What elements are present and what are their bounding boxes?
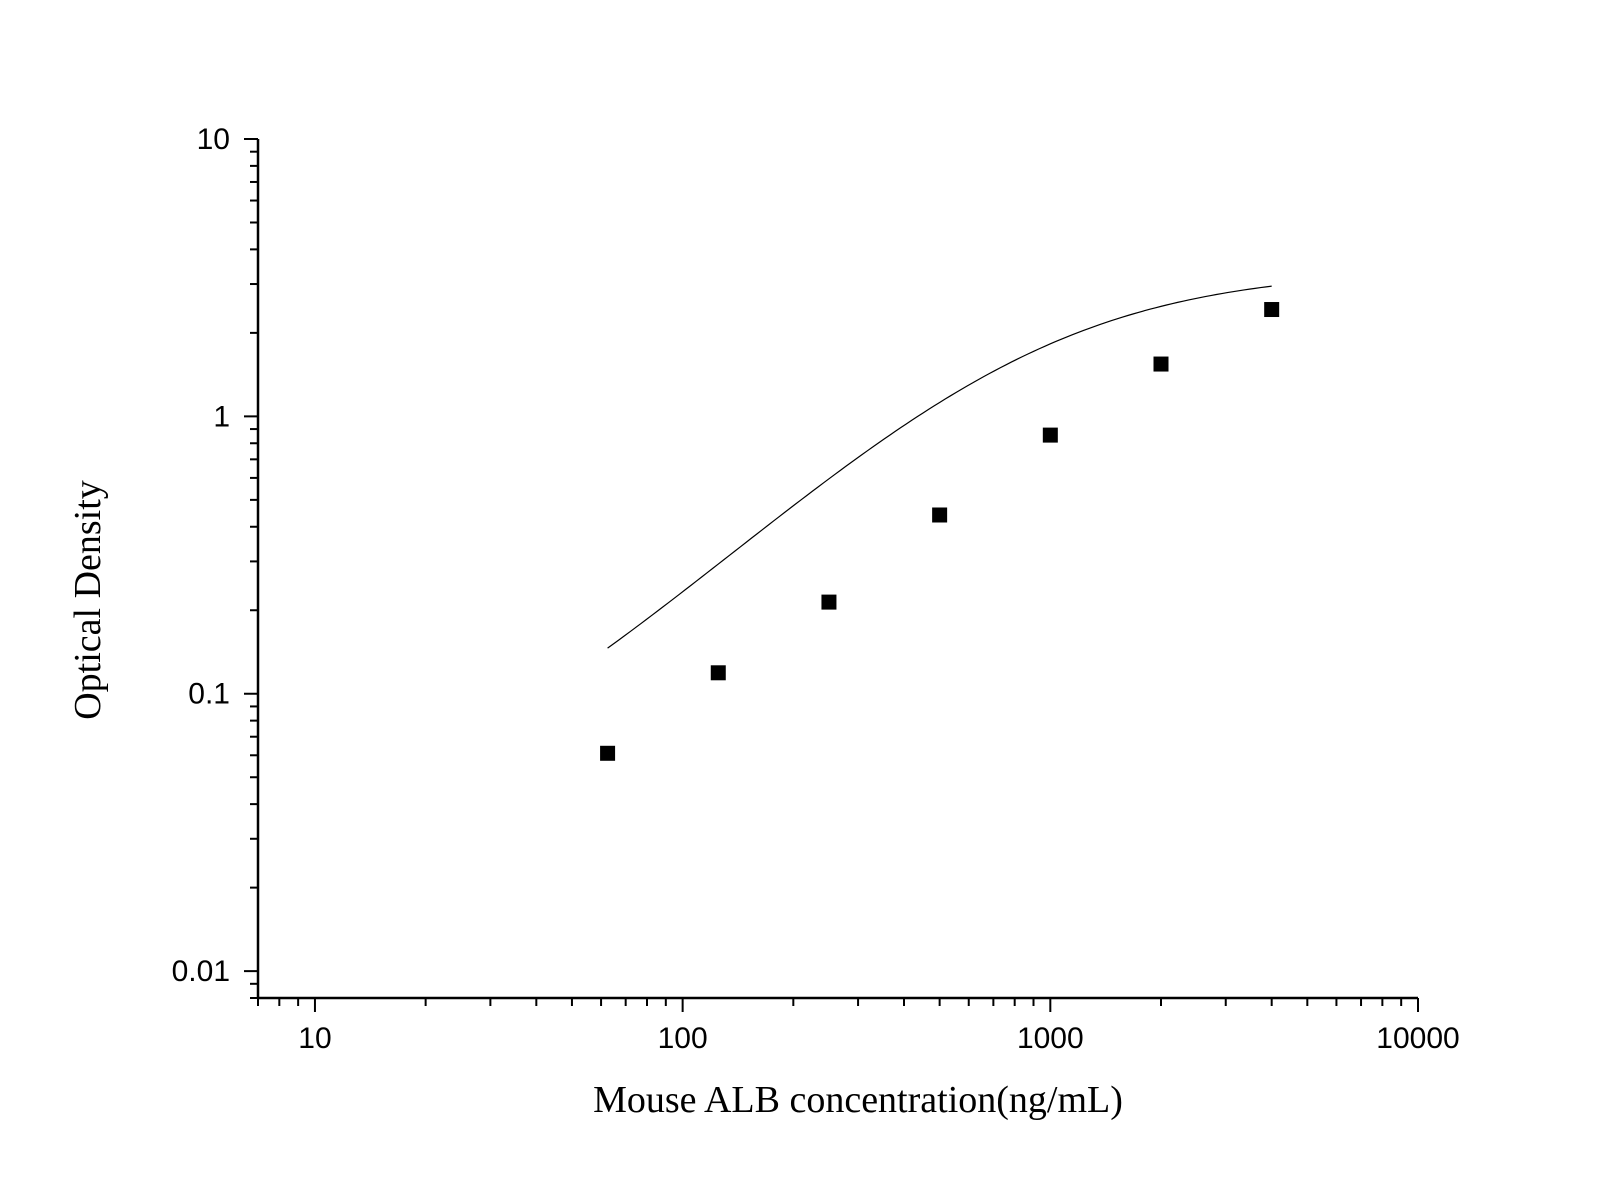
data-points: [600, 302, 1280, 761]
x-axis-title: Mouse ALB concentration(ng/mL): [593, 1079, 1123, 1121]
axes: [256, 139, 1418, 1000]
data-point: [932, 507, 948, 523]
data-point: [710, 665, 726, 681]
data-point: [821, 594, 837, 610]
data-point: [1264, 302, 1280, 318]
x-tick-label: 10000: [1376, 1022, 1459, 1055]
y-tick-label: 1: [213, 400, 230, 433]
y-tick-label: 10: [197, 123, 230, 156]
data-point: [600, 745, 616, 761]
fit-curve: [607, 285, 1272, 649]
data-point: [1153, 356, 1169, 372]
y-tick-label: 0.01: [172, 955, 230, 988]
data-point: [1042, 427, 1058, 443]
x-tick-label: 1000: [1017, 1022, 1084, 1055]
y-axis-title: Optical Density: [67, 480, 109, 720]
x-tick-label: 100: [658, 1022, 708, 1055]
ticks: [244, 138, 1419, 1012]
y-tick-label: 0.1: [188, 678, 230, 711]
x-tick-label: 10: [298, 1022, 331, 1055]
tick-labels: 10 100 1000 10000 0.01 0.1 1 10: [172, 123, 1460, 1055]
